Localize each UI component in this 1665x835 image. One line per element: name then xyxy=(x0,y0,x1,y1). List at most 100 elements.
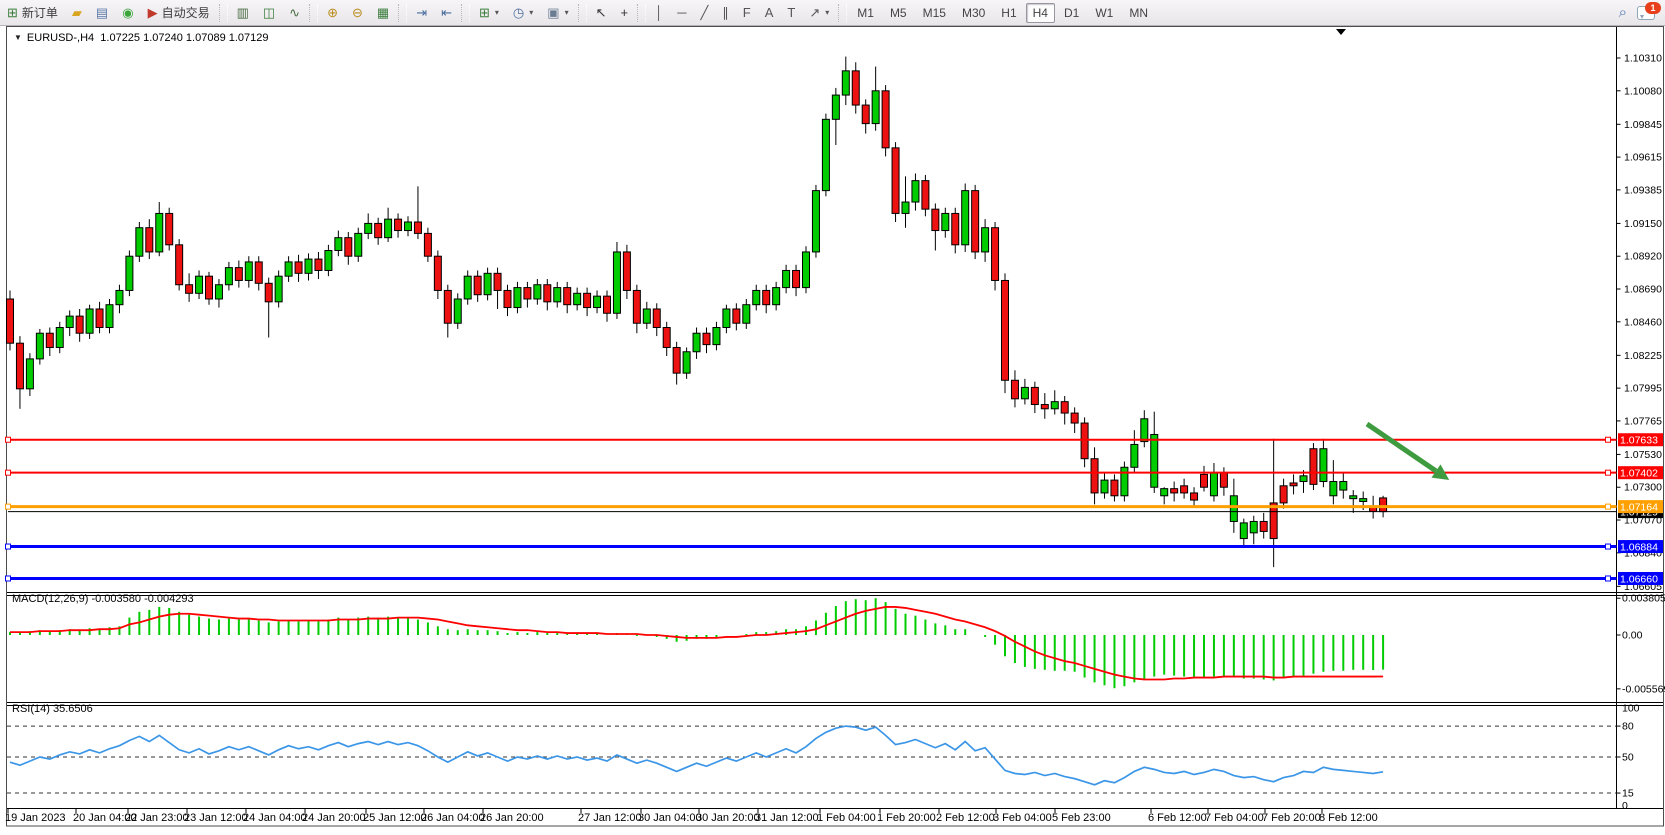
trendline-button[interactable]: ╱ xyxy=(694,3,714,22)
rsi-panel: 100 80 50 150 xyxy=(7,703,1640,812)
macd-signal-line xyxy=(10,606,1384,681)
chart-ohlc-values: 1.07225 1.07240 1.07089 1.07129 xyxy=(100,32,269,44)
tf-mn[interactable]: MN xyxy=(1122,3,1155,23)
price-axis-labels: 1.071291.076331.074021.071641.068841.066… xyxy=(1618,433,1663,585)
svg-text:1.08920: 1.08920 xyxy=(1624,251,1662,263)
label-button[interactable]: T xyxy=(781,3,801,22)
toolbar-separator xyxy=(218,3,228,22)
time-axis-label: 24 Jan 20:00 xyxy=(302,812,366,824)
time-axis-label: 2 Feb 12:00 xyxy=(936,812,995,824)
templates-button[interactable]: ▣ ▾ xyxy=(541,3,574,22)
time-axis-label: 8 Feb 12:00 xyxy=(1319,812,1378,824)
rsi-indicator-label: RSI(14) 35.6506 xyxy=(12,703,93,715)
auto-trading-icon: ▶ xyxy=(147,5,158,20)
toolbar-group-scroll: ⇥ ⇤ xyxy=(409,0,459,25)
svg-text:1.09845: 1.09845 xyxy=(1624,119,1662,131)
zoom-out-button[interactable]: ⊖ xyxy=(346,3,369,22)
macd-indicator-label: MACD(12,26,9) -0.003580 -0.004293 xyxy=(12,593,194,605)
gold-icon[interactable]: ▰ xyxy=(66,3,88,22)
toolbar: ⊞ 新订单 ▰ ▤ ◉ ▶ 自动交易 ▥ ◫ ∿ ⊕ ⊖ ▦ ⇥ ⇤ ⊞ ▾ ◷ ▾ ▣ ▾ ↖ + │ ─ ╱ ∥ F A T ↗ ▾ M1 M… xyxy=(0,0,1665,26)
svg-text:1.07995: 1.07995 xyxy=(1624,383,1662,395)
toolbar-group-draw: │ ─ ╱ ∥ F A T ↗ ▾ xyxy=(648,0,836,25)
vertical-line-button[interactable]: │ xyxy=(649,3,669,22)
toolbar-group-zoom: ⊕ ⊖ ▦ xyxy=(320,0,396,25)
tf-m1-label: M1 xyxy=(857,5,874,20)
line-chart-button[interactable]: ∿ xyxy=(283,3,306,22)
chart-shift-icon: ⇤ xyxy=(441,5,452,20)
chart-canvas[interactable]: 1.10310 1.10080 1.09845 1.09615 1.09385 1.091… xyxy=(0,26,1665,835)
tf-m5-label: M5 xyxy=(889,5,907,20)
tf-d1-label: D1 xyxy=(1063,5,1080,20)
time-axis-label: 26 Jan 20:00 xyxy=(480,812,544,824)
svg-text:1.06884: 1.06884 xyxy=(1620,542,1658,554)
horizontal-line-button[interactable]: ─ xyxy=(671,3,692,22)
chevron-down-icon[interactable]: ▾ xyxy=(529,8,534,17)
auto-trading-button[interactable]: ▶ 自动交易 xyxy=(142,1,216,24)
svg-text:1.08225: 1.08225 xyxy=(1624,350,1662,362)
chart-window[interactable]: 1.10310 1.10080 1.09845 1.09615 1.09385 1.091… xyxy=(0,26,1665,835)
svg-text:1.07402: 1.07402 xyxy=(1620,468,1658,480)
tf-m1[interactable]: M1 xyxy=(850,3,881,23)
tf-w1[interactable]: W1 xyxy=(1088,3,1120,23)
bar-chart-button[interactable]: ▥ xyxy=(231,3,255,22)
tf-m5[interactable]: M5 xyxy=(883,3,914,23)
new-order-button[interactable]: ⊞ 新订单 xyxy=(1,1,64,24)
chevron-down-icon[interactable]: ▾ xyxy=(825,8,830,17)
tile-windows-button[interactable]: ▦ xyxy=(371,3,395,22)
collapse-icon[interactable]: ▼ xyxy=(14,33,22,42)
zoom-in-button[interactable]: ⊕ xyxy=(321,3,344,22)
time-axis-label: 1 Feb 20:00 xyxy=(877,812,936,824)
candlestick-button[interactable]: ◫ xyxy=(257,3,281,22)
chart-shift-button[interactable]: ⇤ xyxy=(435,3,458,22)
arrows-button[interactable]: ↗ ▾ xyxy=(803,3,835,22)
chart-shift-marker-icon[interactable] xyxy=(1336,29,1346,35)
crosshair-button[interactable]: + xyxy=(615,3,635,22)
trend-arrow[interactable] xyxy=(1365,421,1450,481)
chevron-down-icon[interactable]: ▾ xyxy=(494,8,499,17)
fibonacci-button[interactable]: F xyxy=(737,3,757,22)
toolbar-separator xyxy=(637,3,647,22)
chevron-down-icon[interactable]: ▾ xyxy=(564,8,569,17)
time-axis-label: 3 Feb 04:00 xyxy=(993,812,1052,824)
text-icon: A xyxy=(764,5,774,20)
svg-text:50: 50 xyxy=(1622,752,1634,764)
svg-text:0: 0 xyxy=(1622,800,1628,812)
tf-h1[interactable]: H1 xyxy=(994,3,1023,23)
indicators-icon: ⊞ xyxy=(479,5,490,20)
svg-text:100: 100 xyxy=(1622,703,1640,715)
search-icon[interactable]: ⌕ xyxy=(1618,4,1627,21)
zoom-out-icon: ⊖ xyxy=(351,5,363,20)
time-axis-label: 30 Jan 04:00 xyxy=(638,812,702,824)
tf-d1[interactable]: D1 xyxy=(1057,3,1086,23)
vertical-line-icon: │ xyxy=(655,5,664,20)
time-axis-label: 26 Jan 04:00 xyxy=(421,812,485,824)
notification-badge: 1 xyxy=(1645,1,1661,14)
cursor-button[interactable]: ↖ xyxy=(590,3,613,22)
auto-trading-button-label: 自动交易 xyxy=(161,6,210,20)
chat-icon[interactable]: 1 xyxy=(1637,1,1661,20)
svg-text:1.10310: 1.10310 xyxy=(1624,53,1662,65)
tf-m30[interactable]: M30 xyxy=(955,3,992,23)
horizontal-lines[interactable] xyxy=(5,436,1617,582)
toolbar-separator xyxy=(398,3,408,22)
tf-mn-label: MN xyxy=(1129,5,1148,20)
svg-text:0.003805: 0.003805 xyxy=(1622,593,1665,605)
auto-scroll-icon: ⇥ xyxy=(416,5,428,20)
accounts-icon[interactable]: ▤ xyxy=(90,3,114,22)
tf-m15[interactable]: M15 xyxy=(916,3,953,23)
svg-text:1.07633: 1.07633 xyxy=(1620,435,1658,447)
tf-h4[interactable]: H4 xyxy=(1025,2,1055,23)
auto-scroll-button[interactable]: ⇥ xyxy=(410,3,433,22)
periods-clock-button[interactable]: ◷ ▾ xyxy=(507,3,539,22)
time-axis-label: 23 Jan 12:00 xyxy=(184,812,248,824)
channel-button[interactable]: ∥ xyxy=(716,3,735,22)
zoom-in-icon: ⊕ xyxy=(327,5,338,20)
indicators-button[interactable]: ⊞ ▾ xyxy=(473,3,505,22)
svg-text:0.00: 0.00 xyxy=(1622,630,1643,642)
text-button[interactable]: A xyxy=(759,3,780,22)
signal-icon[interactable]: ◉ xyxy=(116,3,139,22)
candlesticks[interactable] xyxy=(6,56,1388,568)
cursor-icon: ↖ xyxy=(595,5,607,20)
new-order-icon: ⊞ xyxy=(7,5,18,20)
